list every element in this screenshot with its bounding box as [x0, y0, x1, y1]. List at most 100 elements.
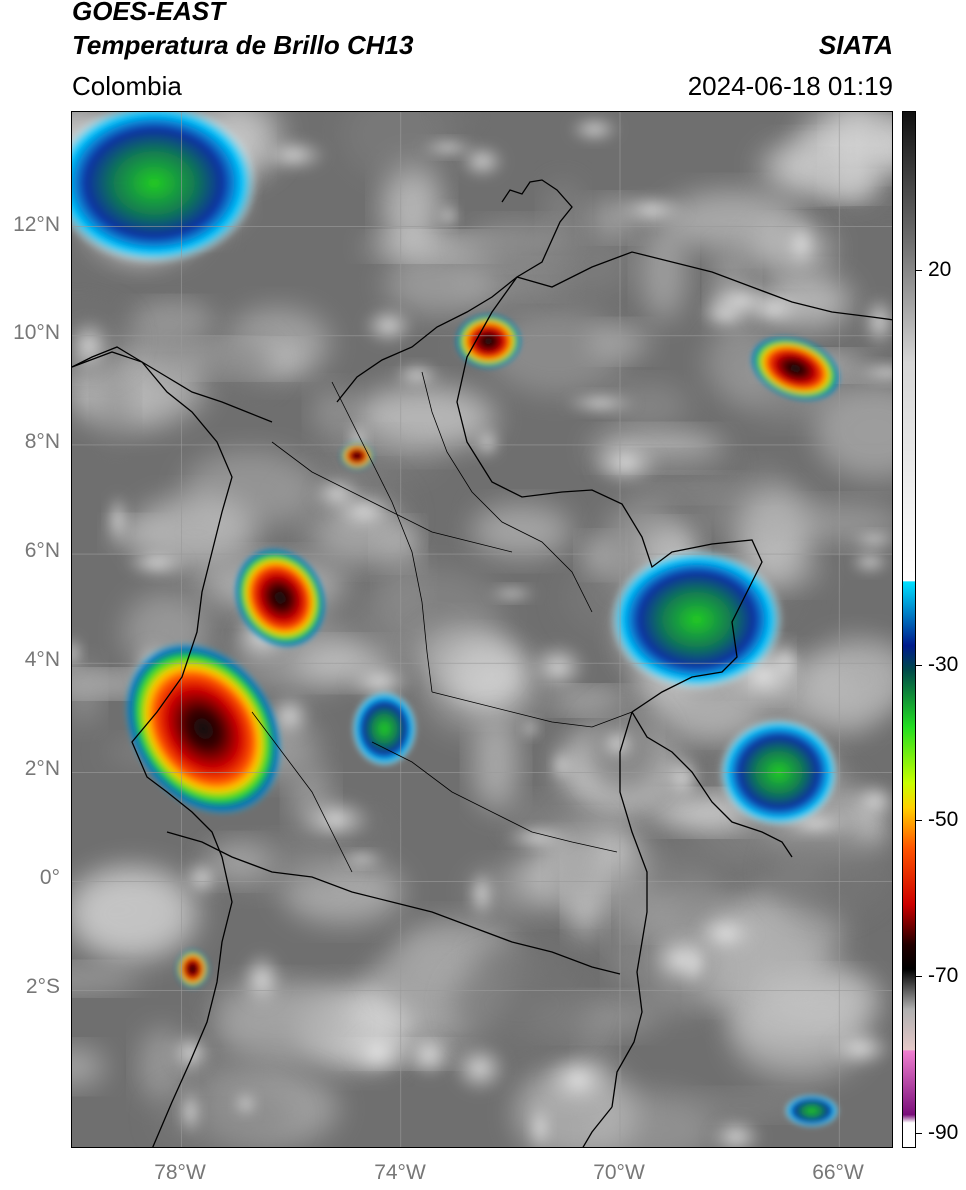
colorbar-label-minus70: -70 [928, 964, 959, 987]
cloud-texture-patch [72, 662, 99, 724]
bright-cloud-patch [851, 361, 892, 384]
cloud-texture-patch [382, 159, 441, 254]
region-label: Colombia [72, 71, 182, 101]
bright-cloud-patch [473, 426, 502, 460]
graticule [72, 112, 892, 1147]
colorbar-tick-20 [916, 270, 922, 271]
amazon-cloud [784, 1094, 840, 1128]
cloud-texture-patch [688, 487, 828, 538]
colorbar-label-minus30: -30 [928, 653, 959, 676]
cloud-texture-patch [752, 552, 824, 589]
product-title: Temperatura de Brillo CH13 [72, 30, 414, 60]
cloud-texture-patch [809, 667, 878, 736]
la-guajira-cell [455, 313, 522, 369]
bright-cloud-patch [598, 726, 638, 762]
bright-cloud-patch [550, 748, 573, 783]
venezuela-coast [516, 251, 892, 321]
west-coast-band [124, 642, 283, 815]
cloud-texture-patch [452, 957, 593, 1052]
lon-label-70w: 70°W [593, 1161, 645, 1184]
cloud-texture-patch [513, 264, 569, 295]
bright-cloud-patch [703, 282, 779, 319]
cloud-texture-patch [72, 966, 141, 991]
bright-cloud-patch [567, 115, 622, 144]
ecuador-cell [176, 949, 209, 989]
colorbar [902, 111, 916, 1148]
cloud-texture-patch [156, 1084, 293, 1147]
colorbar-tick-minus90 [916, 1133, 922, 1134]
cloud-texture-patch [769, 842, 825, 893]
colorbar-tick-minus70 [916, 976, 922, 977]
bright-cloud-patch [259, 137, 329, 173]
panama-coast [72, 346, 273, 423]
coastline-caribbean [336, 179, 573, 403]
cloud-texture-patch [604, 845, 717, 935]
bright-cloud-patch [502, 824, 573, 850]
bright-cloud-patch [485, 585, 539, 602]
bright-cloud-patch [297, 796, 375, 844]
cloud-texture-patch [98, 365, 132, 453]
lon-label-74w: 74°W [374, 1161, 426, 1184]
bright-cloud-patch [708, 1115, 765, 1147]
cloud-texture-patch [867, 644, 892, 703]
bright-cloud-patch [588, 439, 662, 488]
cloud-texture-patch [756, 923, 811, 988]
bright-cloud-patch [468, 868, 495, 921]
cloud-texture-patch [762, 975, 881, 1022]
bright-cloud-patch [345, 662, 414, 701]
bright-cloud-patch [561, 391, 639, 415]
cloud-texture-patch [183, 450, 318, 527]
storm-cell-layer [124, 313, 841, 989]
cloud-texture-patch [505, 797, 568, 836]
bright-cloud-patch [450, 1041, 510, 1095]
bright-cloud-patch [123, 548, 190, 578]
bright-cloud-patch [182, 858, 222, 898]
cloud-texture-patch [487, 309, 626, 395]
source-label: SIATA [818, 30, 893, 60]
cloud-texture-patch [342, 112, 456, 181]
cloud-texture-patch [470, 504, 572, 558]
bright-cloud-patch [681, 940, 706, 987]
bright-cloud-patch [177, 1086, 204, 1138]
cloud-texture-patch [608, 911, 639, 991]
cloud-texture-patch [548, 689, 632, 712]
cloud-texture-patch [831, 112, 878, 197]
peru-brazil-border [582, 1106, 613, 1147]
caribbean-cloud [72, 112, 259, 265]
bright-cloud-patch [861, 294, 892, 350]
cloud-texture-patch [741, 461, 785, 496]
lon-label-66w: 66°W [812, 1161, 864, 1184]
bright-cloud-patch [527, 641, 589, 694]
bright-cloud-patch [105, 491, 130, 548]
bright-cloud-patch [528, 1101, 552, 1147]
internal-division-6 [431, 691, 633, 728]
bright-cloud-patch [405, 1031, 453, 1079]
lat-label-12n: 12°N [13, 213, 60, 236]
borders-layer [72, 179, 892, 1147]
colombia-ecuador-border [166, 831, 621, 975]
cloud-texture-patch [213, 989, 348, 1064]
colombia-venezuela-border [456, 276, 763, 713]
colorbar-tick-minus30 [916, 665, 922, 666]
bright-cloud-patch [239, 949, 285, 1010]
bright-cloud-patch [348, 1029, 407, 1077]
bright-cloud-patch [784, 218, 819, 271]
bright-cloud-patch [232, 1090, 259, 1117]
lat-label-2n: 2°N [24, 757, 60, 780]
lat-label-4n: 4°N [24, 648, 60, 671]
cloud-texture-patch [384, 253, 495, 316]
colorbar-label-20: 20 [928, 258, 952, 281]
satellite-map[interactable] [71, 111, 893, 1148]
colombia-brazil-border [631, 711, 793, 858]
coastline-pacific [72, 351, 233, 1147]
cloud-texture-patch [133, 305, 207, 378]
cloud-texture-patch [72, 866, 199, 961]
cloud-texture-patch [464, 222, 565, 263]
internal-division-3 [421, 371, 593, 613]
choco-cell [234, 547, 327, 648]
satellite-title: GOES-EAST [72, 0, 226, 26]
cloud-texture-patch [473, 717, 519, 811]
cloud-texture-patch [814, 383, 892, 479]
bright-cloud-patch [72, 316, 113, 376]
bright-cloud-patch [849, 530, 892, 549]
